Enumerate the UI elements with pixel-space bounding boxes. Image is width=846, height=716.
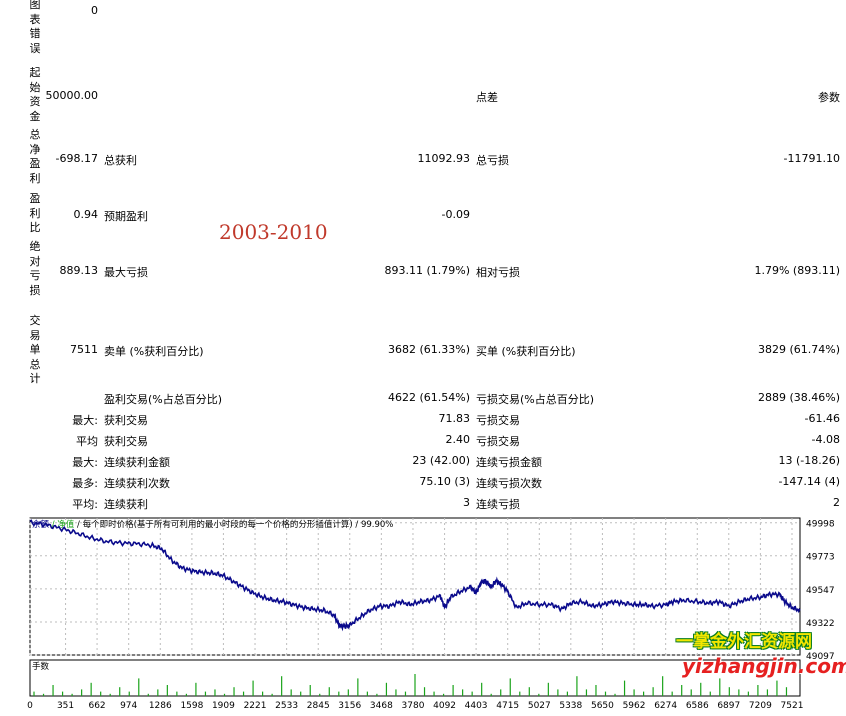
total-trades-value: 7511 bbox=[70, 343, 98, 356]
watermark-url: yizhangjin.com bbox=[682, 654, 846, 678]
total-net-profit-label: 总净盈利 bbox=[29, 128, 41, 185]
x-tick-label: 7521 bbox=[781, 701, 804, 711]
y-tick-label: 49773 bbox=[806, 553, 835, 563]
watermark-cn: 一掌金外汇资源网 bbox=[676, 632, 812, 652]
x-tick-label: 4715 bbox=[496, 701, 519, 711]
total-net-profit-value: -698.17 bbox=[55, 152, 98, 165]
x-tick-label: 3156 bbox=[338, 701, 361, 711]
x-tick-label: 662 bbox=[88, 701, 105, 711]
equity-chart-svg: 49998 49773 49547 49322 49097 0 351 662 974 1286 1… bbox=[27, 517, 835, 711]
initial-deposit-value: 50000.00 bbox=[45, 89, 99, 102]
x-tick-label: 2845 bbox=[307, 701, 330, 711]
row-right-value: -147.14 (4) bbox=[778, 475, 840, 488]
chart-errors-value: 0 bbox=[91, 4, 98, 17]
row-left-label: 连续获利金额 bbox=[104, 456, 170, 469]
row-prefix: 平均 bbox=[76, 435, 98, 448]
short-positions-value: 3682 (61.33%) bbox=[387, 343, 470, 356]
gross-loss-value: -11791.10 bbox=[783, 152, 840, 165]
x-tick-label: 3780 bbox=[402, 701, 425, 711]
absolute-drawdown-value: 889.13 bbox=[59, 264, 99, 277]
long-positions-value: 3829 (61.74%) bbox=[757, 343, 840, 356]
row-left-value: 3 bbox=[463, 496, 470, 509]
x-tick-label: 5338 bbox=[559, 701, 582, 711]
row-right-value: -4.08 bbox=[811, 433, 840, 446]
x-tick-label: 4092 bbox=[433, 701, 456, 711]
short-positions-label: 卖单 (%获利百分比) bbox=[104, 345, 204, 358]
params-label: 参数 bbox=[818, 91, 840, 104]
row-left-label: 连续获利次数 bbox=[104, 477, 170, 490]
row-right-value: 13 (-18.26) bbox=[778, 454, 840, 467]
x-tick-label: 0 bbox=[27, 701, 33, 711]
x-tick-label: 4403 bbox=[465, 701, 488, 711]
max-drawdown-value: 893.11 (1.79%) bbox=[384, 264, 470, 277]
profit-trades-label: 盈利交易(%占总百分比) bbox=[104, 393, 223, 406]
x-tick-label: 6274 bbox=[654, 701, 677, 711]
y-tick-label: 49322 bbox=[806, 619, 835, 629]
x-tick-label: 6586 bbox=[686, 701, 709, 711]
x-tick-label: 1286 bbox=[149, 701, 172, 711]
row-left-value: 23 (42.00) bbox=[412, 454, 470, 467]
balance-series-line bbox=[29, 519, 801, 632]
row-left-label: 获利交易 bbox=[104, 435, 148, 448]
row-right-label: 亏损交易 bbox=[476, 414, 520, 427]
x-tick-label: 5650 bbox=[591, 701, 614, 711]
x-tick-label: 2533 bbox=[275, 701, 298, 711]
row-left-value: 71.83 bbox=[438, 412, 471, 425]
x-tick-label: 5962 bbox=[623, 701, 646, 711]
chart-title: 余额 / 净值 / 每个即时价格(基于所有可利用的最小时段的每一个价格的分形插值… bbox=[32, 519, 393, 530]
relative-drawdown-label: 相对亏损 bbox=[476, 266, 520, 279]
x-tick-label: 1909 bbox=[212, 701, 235, 711]
total-trades-label: 交易单总计 bbox=[29, 314, 41, 385]
row-left-label: 连续获利 bbox=[104, 498, 148, 511]
profit-factor-value: 0.94 bbox=[73, 208, 99, 221]
row-prefix: 最大: bbox=[72, 456, 98, 469]
row-prefix: 平均: bbox=[72, 498, 98, 511]
loss-trades-label: 亏损交易(%占总百分比) bbox=[476, 393, 595, 406]
row-prefix: 最大: bbox=[72, 414, 98, 427]
profit-trades-value: 4622 (61.54%) bbox=[387, 391, 470, 404]
x-tick-label: 6897 bbox=[717, 701, 740, 711]
row-right-label: 连续亏损次数 bbox=[476, 477, 542, 490]
spread-label: 点差 bbox=[476, 91, 498, 104]
absolute-drawdown-label: 绝对亏损 bbox=[29, 240, 41, 297]
row-right-value: 2 bbox=[833, 496, 840, 509]
volume-panel-label: 手数 bbox=[32, 661, 50, 672]
row-prefix: 最多: bbox=[72, 477, 98, 490]
main-plot-frame bbox=[29, 517, 801, 656]
relative-drawdown-value: 1.79% (893.11) bbox=[754, 264, 840, 277]
y-tick-label: 49998 bbox=[806, 520, 835, 530]
row-right-label: 亏损交易 bbox=[476, 435, 520, 448]
row-right-label: 连续亏损金额 bbox=[476, 456, 542, 469]
gross-profit-value: 11092.93 bbox=[417, 152, 471, 165]
row-left-value: 75.10 (3) bbox=[419, 475, 470, 488]
chart-errors-label: 图表错误 bbox=[29, 0, 41, 55]
equity-chart: 49998 49773 49547 49322 49097 0 351 662 974 1286 1… bbox=[0, 516, 846, 713]
expected-payoff-value: -0.09 bbox=[441, 208, 470, 221]
x-tick-label: 1598 bbox=[180, 701, 203, 711]
x-tick-label: 2221 bbox=[244, 701, 267, 711]
y-tick-label: 49547 bbox=[806, 586, 835, 596]
profit-factor-label: 盈利比 bbox=[29, 192, 41, 234]
gross-profit-label: 总获利 bbox=[104, 154, 137, 167]
year-range-annotation: 2003-2010 bbox=[219, 220, 328, 244]
x-tick-label: 3468 bbox=[370, 701, 393, 711]
row-right-value: -61.46 bbox=[804, 412, 840, 425]
x-tick-label: 7209 bbox=[749, 701, 772, 711]
row-left-value: 2.40 bbox=[445, 433, 471, 446]
x-tick-label: 351 bbox=[57, 701, 74, 711]
x-tick-label: 5027 bbox=[528, 701, 551, 711]
x-tick-label: 974 bbox=[120, 701, 137, 711]
max-drawdown-label: 最大亏损 bbox=[104, 266, 148, 279]
row-left-label: 获利交易 bbox=[104, 414, 148, 427]
long-positions-label: 买单 (%获利百分比) bbox=[476, 345, 576, 358]
y-tick-label: 49097 bbox=[806, 652, 835, 662]
expected-payoff-label: 预期盈利 bbox=[104, 210, 148, 223]
row-right-label: 连续亏损 bbox=[476, 498, 520, 511]
initial-deposit-label: 起始资金 bbox=[29, 66, 41, 123]
gross-loss-label: 总亏损 bbox=[476, 154, 509, 167]
loss-trades-value: 2889 (38.46%) bbox=[757, 391, 840, 404]
